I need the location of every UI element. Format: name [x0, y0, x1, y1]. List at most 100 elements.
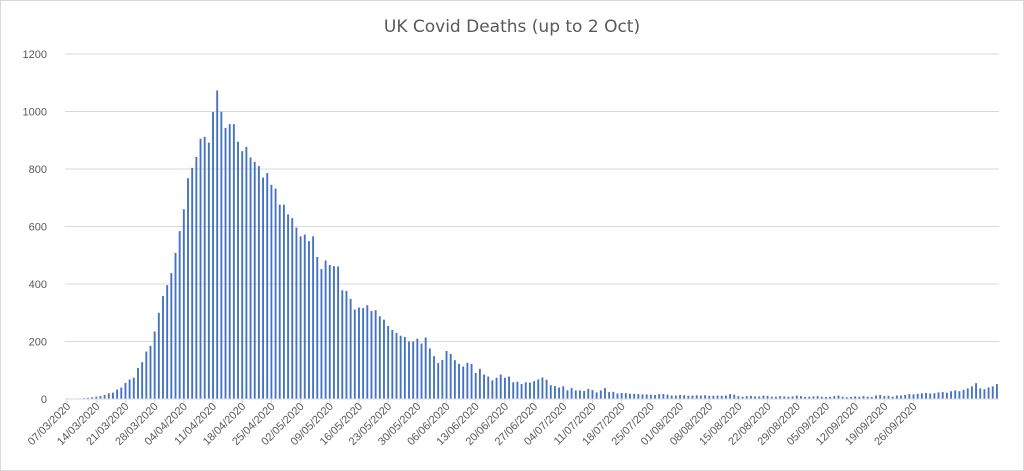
bar — [324, 260, 327, 399]
bar — [783, 396, 786, 399]
bar — [762, 395, 765, 399]
bar — [958, 391, 961, 399]
bar — [428, 348, 431, 399]
bar — [437, 363, 440, 399]
bar — [249, 157, 252, 399]
bar — [232, 124, 235, 400]
bar — [491, 380, 494, 399]
bar — [195, 156, 198, 399]
bar — [270, 184, 273, 399]
bar — [216, 90, 219, 399]
bar — [687, 395, 690, 399]
bar — [745, 396, 748, 400]
bar — [353, 309, 356, 399]
bar — [207, 142, 210, 400]
bar — [212, 112, 214, 399]
bar — [520, 384, 523, 399]
bar — [241, 151, 244, 399]
bar — [433, 356, 435, 399]
bar — [278, 204, 281, 399]
bar — [337, 266, 340, 399]
bar — [741, 396, 744, 399]
bar — [770, 396, 773, 399]
bar — [645, 394, 648, 399]
bar — [983, 389, 986, 399]
bar — [579, 390, 581, 400]
bar — [495, 377, 498, 399]
bar — [170, 273, 173, 399]
bar — [303, 234, 306, 399]
y-tick-label: 400 — [29, 279, 47, 291]
bar — [257, 166, 260, 399]
bar — [795, 395, 798, 399]
bar — [875, 395, 877, 399]
bar — [137, 367, 139, 399]
x-axis-ticks: 07/03/202014/03/202021/03/202028/03/2020… — [26, 399, 920, 448]
bar — [378, 316, 381, 399]
bar — [512, 382, 515, 399]
bar — [562, 386, 565, 399]
bar — [870, 396, 873, 399]
bar — [449, 353, 452, 399]
bar — [666, 394, 669, 399]
bar — [366, 305, 369, 399]
bar — [91, 397, 94, 399]
bar — [178, 231, 181, 399]
bar — [558, 387, 561, 399]
bar — [604, 388, 606, 399]
y-tick-label: 1200 — [23, 49, 47, 61]
bar — [287, 214, 290, 399]
y-tick-label: 600 — [29, 222, 47, 234]
bar — [633, 393, 636, 399]
bar — [295, 227, 298, 399]
bar — [912, 394, 915, 399]
bar — [424, 337, 427, 399]
bar — [825, 396, 827, 399]
bar — [86, 397, 89, 399]
bar — [328, 265, 331, 399]
bar — [945, 392, 948, 399]
bar — [679, 394, 681, 399]
bar — [462, 366, 465, 399]
bar — [941, 392, 944, 399]
bar — [220, 111, 223, 399]
bar — [624, 393, 627, 399]
bar — [883, 396, 886, 400]
bar — [616, 393, 619, 399]
bar — [758, 396, 761, 399]
bar — [145, 351, 148, 399]
bar — [570, 388, 573, 399]
bar — [704, 395, 706, 399]
bar — [149, 345, 152, 399]
bar — [649, 394, 652, 399]
bar — [441, 359, 444, 399]
bar — [182, 209, 185, 399]
bar — [933, 393, 936, 399]
bar — [804, 396, 807, 399]
bar — [779, 396, 782, 400]
bar — [524, 382, 527, 399]
bar — [850, 396, 852, 399]
bar — [358, 307, 360, 399]
bar — [320, 269, 323, 399]
bar — [274, 188, 277, 399]
bar — [962, 389, 965, 399]
bar — [474, 372, 477, 399]
bar — [987, 387, 990, 399]
bar — [833, 396, 836, 400]
y-tick-label: 1000 — [23, 107, 47, 119]
bar — [224, 127, 227, 399]
bar — [708, 395, 711, 399]
bar — [487, 376, 490, 399]
bar — [754, 396, 757, 399]
bar — [408, 341, 410, 399]
bar — [995, 384, 998, 399]
bar — [966, 388, 969, 399]
bar — [608, 392, 611, 399]
bar — [916, 393, 919, 399]
bar — [854, 396, 857, 399]
bar — [620, 392, 623, 399]
bar — [157, 312, 160, 399]
bar — [904, 394, 907, 399]
bar — [629, 393, 631, 399]
